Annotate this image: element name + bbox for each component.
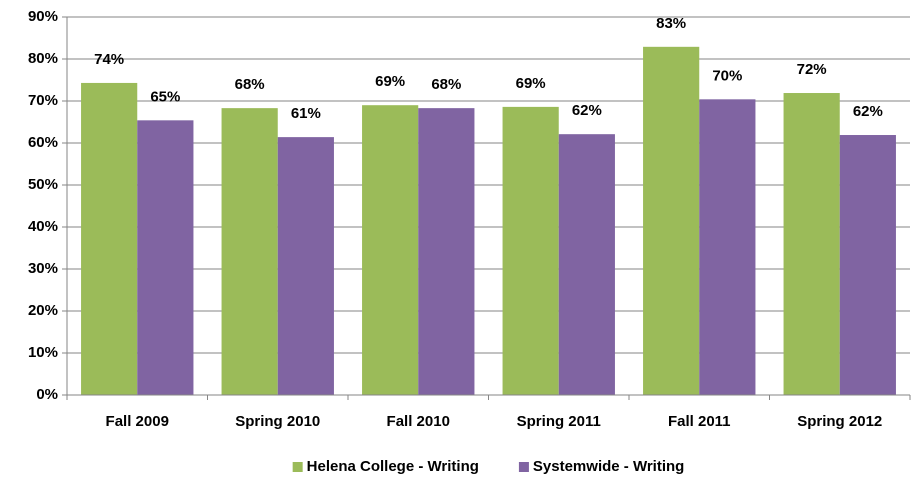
data-label: 62% xyxy=(853,103,883,120)
y-tick-label: 30% xyxy=(28,260,58,277)
data-label: 68% xyxy=(431,76,461,93)
y-tick-label: 40% xyxy=(28,218,58,235)
bar xyxy=(221,108,278,395)
data-label: 69% xyxy=(375,73,405,90)
bar xyxy=(558,134,615,395)
y-tick-label: 70% xyxy=(28,92,58,109)
y-tick-label: 50% xyxy=(28,176,58,193)
legend-label: Helena College - Writing xyxy=(307,458,479,475)
x-tick-label: Fall 2009 xyxy=(106,413,169,430)
data-label: 70% xyxy=(712,67,742,84)
data-label: 61% xyxy=(291,105,321,122)
bar xyxy=(699,99,756,395)
data-label: 69% xyxy=(516,75,546,92)
x-tick-label: Spring 2010 xyxy=(235,413,320,430)
bar xyxy=(277,137,334,395)
data-label: 74% xyxy=(94,51,124,68)
data-label: 65% xyxy=(150,88,180,105)
bar xyxy=(643,46,700,395)
legend-swatch xyxy=(292,462,303,472)
data-label: 62% xyxy=(572,102,602,119)
data-label: 72% xyxy=(797,61,827,78)
bar xyxy=(362,105,419,395)
y-tick-label: 20% xyxy=(28,302,58,319)
x-tick-label: Fall 2010 xyxy=(387,413,450,430)
y-tick-label: 90% xyxy=(28,8,58,25)
data-label: 68% xyxy=(235,76,265,93)
x-tick-label: Spring 2012 xyxy=(797,413,882,430)
data-label: 83% xyxy=(656,15,686,32)
legend-swatch xyxy=(518,462,529,472)
x-tick-label: Fall 2011 xyxy=(668,413,731,430)
bar xyxy=(137,120,194,395)
y-tick-label: 10% xyxy=(28,344,58,361)
bar xyxy=(783,93,840,396)
bar xyxy=(502,106,559,395)
y-tick-label: 0% xyxy=(36,386,58,403)
legend-label: Systemwide - Writing xyxy=(533,458,684,475)
bar xyxy=(418,108,475,395)
x-tick-label: Spring 2011 xyxy=(517,413,601,430)
bar xyxy=(839,135,896,395)
bar xyxy=(81,82,138,395)
y-tick-label: 60% xyxy=(28,134,58,151)
y-tick-label: 80% xyxy=(28,50,58,67)
